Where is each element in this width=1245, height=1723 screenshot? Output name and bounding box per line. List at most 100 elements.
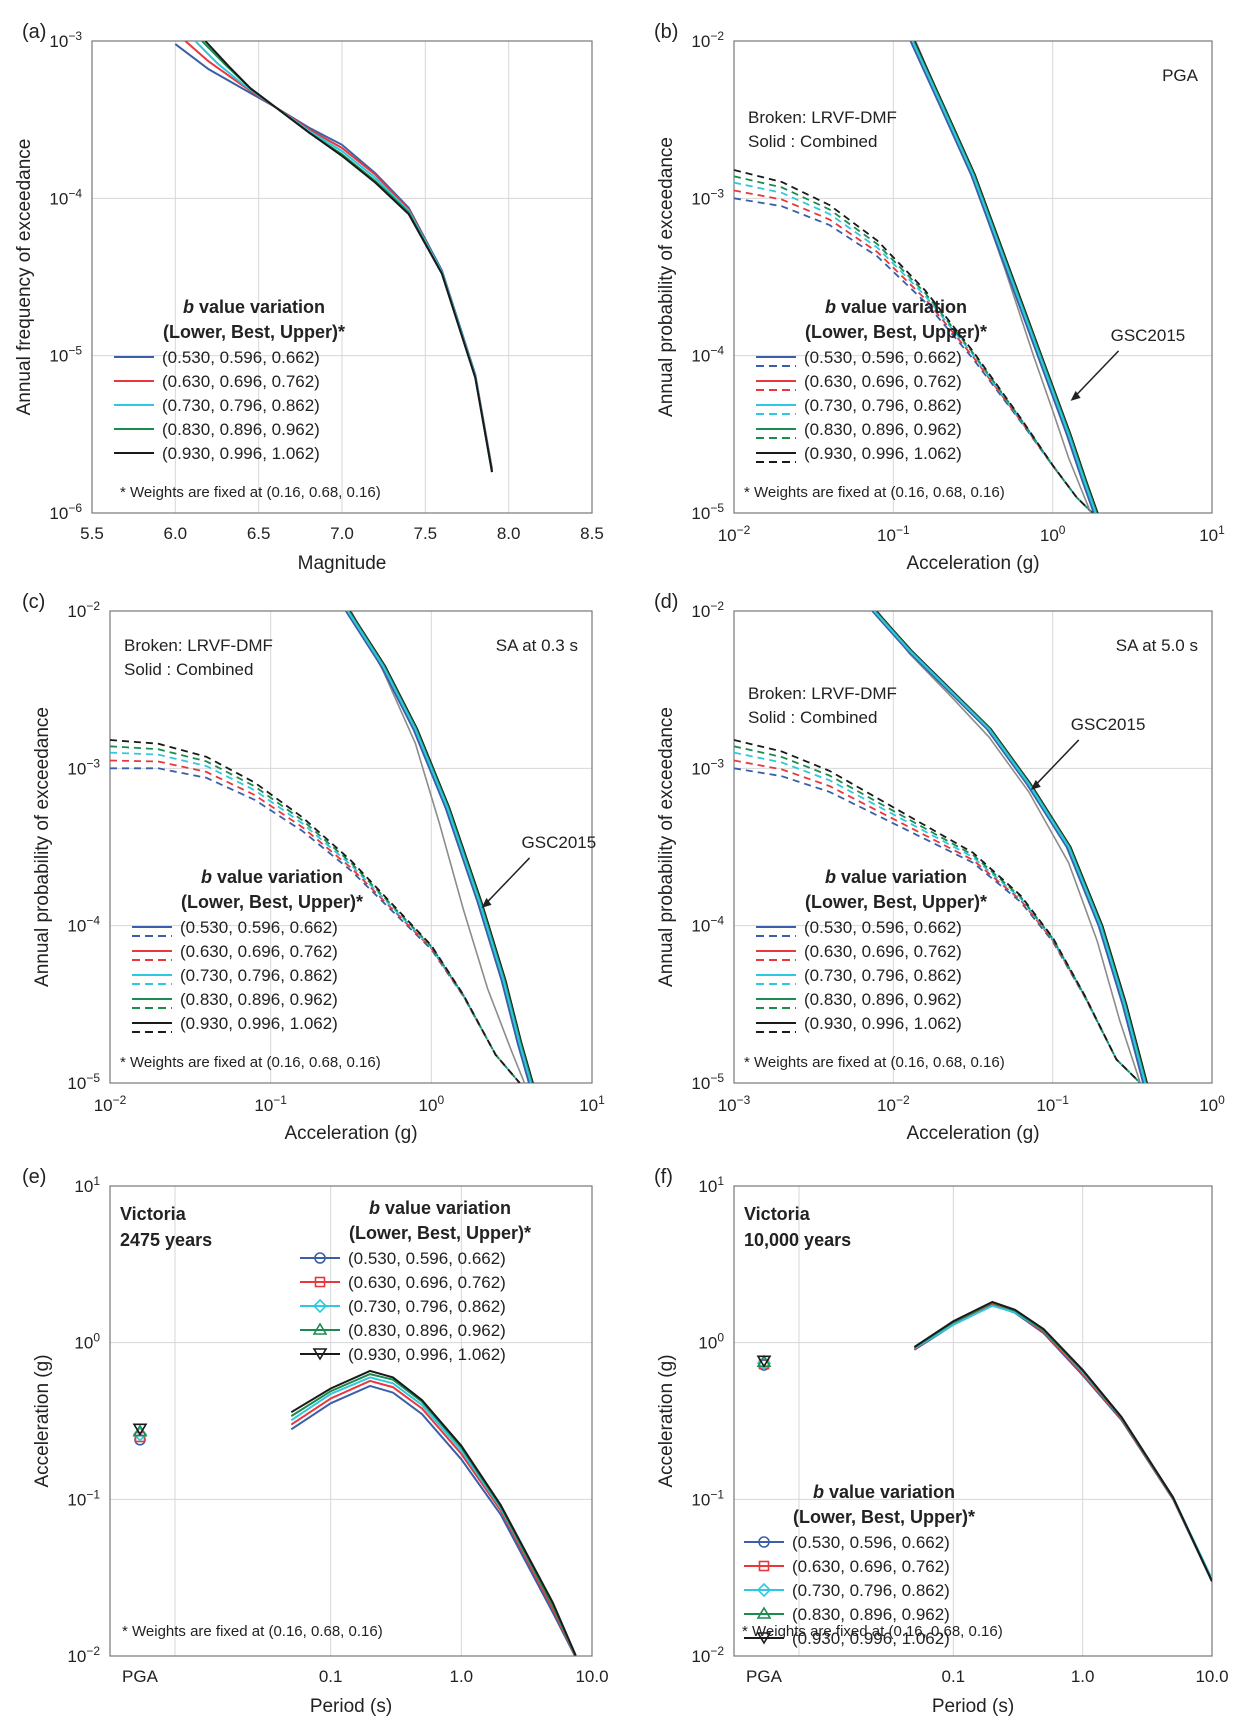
plot-area bbox=[734, 611, 1148, 1083]
x-tick-label: PGA bbox=[122, 1667, 159, 1686]
gsc2015-arrowhead bbox=[1030, 779, 1041, 790]
legend-marker-1 bbox=[758, 1536, 770, 1548]
legend-label-5: (0.930, 0.996, 1.062) bbox=[804, 444, 962, 463]
y-tick-label: 10−2 bbox=[691, 29, 724, 51]
x-axis-label: Magnitude bbox=[298, 553, 387, 574]
legend-label-4: (0.830, 0.896, 0.962) bbox=[162, 420, 320, 439]
plot-area bbox=[110, 611, 534, 1083]
y-tick-label: 101 bbox=[698, 1174, 724, 1196]
legend-title: b value variation bbox=[369, 1198, 511, 1218]
dashed-series-4 bbox=[734, 175, 1094, 513]
legend-label-2: (0.630, 0.696, 0.762) bbox=[180, 942, 338, 961]
dashed-series-5 bbox=[734, 169, 1094, 513]
legend-title: b value variation bbox=[825, 867, 967, 887]
y-tick-label: 100 bbox=[74, 1331, 100, 1353]
dashed-series-5 bbox=[110, 739, 521, 1083]
legend-title: b value variation bbox=[813, 1482, 955, 1502]
x-axis-label: Acceleration (g) bbox=[906, 553, 1039, 574]
legend-label-4: (0.830, 0.896, 0.962) bbox=[792, 1605, 950, 1624]
series-line-1 bbox=[913, 1303, 1212, 1582]
dashed-series-5 bbox=[734, 739, 1141, 1083]
y-tick-label: 10−5 bbox=[67, 1071, 100, 1093]
legend-label-4: (0.830, 0.896, 0.962) bbox=[804, 990, 962, 1009]
x-tick-label: 8.0 bbox=[497, 524, 521, 543]
legend-label-2: (0.630, 0.696, 0.762) bbox=[162, 372, 320, 391]
x-tick-label: 10−1 bbox=[254, 1093, 287, 1115]
legend-label-2: (0.630, 0.696, 0.762) bbox=[348, 1273, 506, 1292]
x-tick-label: 100 bbox=[1040, 523, 1066, 545]
legend-marker-2 bbox=[314, 1276, 326, 1288]
x-tick-label: 8.5 bbox=[580, 524, 604, 543]
legend-marker-1 bbox=[314, 1252, 326, 1264]
x-tick-label: 100 bbox=[1199, 1093, 1225, 1115]
legend-label-3: (0.730, 0.796, 0.862) bbox=[162, 396, 320, 415]
y-axis-label: Acceleration (g) bbox=[656, 1354, 677, 1487]
x-tick-label: 7.0 bbox=[330, 524, 354, 543]
legend-label-3: (0.730, 0.796, 0.862) bbox=[348, 1297, 506, 1316]
legend-label-5: (0.930, 0.996, 1.062) bbox=[792, 1629, 950, 1648]
series-line-4 bbox=[290, 1373, 577, 1656]
return-period-label: 2475 years bbox=[120, 1230, 212, 1250]
x-tick-label: 10−3 bbox=[718, 1093, 751, 1115]
legend-marker-3 bbox=[312, 1298, 328, 1314]
weights-note: * Weights are fixed at (0.16, 0.68, 0.16… bbox=[742, 1623, 1003, 1640]
panel-e: (e) 10−2 10−1 100 101 PGA 0.1 1.0 10.0 Period (s)… bbox=[22, 1166, 609, 1717]
weights-note: * Weights are fixed at (0.16, 0.68, 0.16… bbox=[744, 484, 1005, 501]
gsc2015-line bbox=[876, 611, 1142, 1083]
site-label: Victoria bbox=[744, 1204, 811, 1224]
legend-marker-4 bbox=[312, 1322, 328, 1335]
y-tick-label: 10−4 bbox=[691, 344, 724, 366]
legend-marker-4 bbox=[756, 1606, 772, 1619]
y-tick-label: 10−3 bbox=[691, 756, 724, 778]
pga-marker-5 bbox=[756, 1355, 772, 1368]
solid-series-2 bbox=[345, 611, 531, 1083]
plot-frame bbox=[733, 40, 1213, 514]
x-tick-label: 10−2 bbox=[877, 1093, 910, 1115]
legend-label-1: (0.530, 0.596, 0.662) bbox=[804, 348, 962, 367]
y-tick-label: 100 bbox=[698, 1331, 724, 1353]
legend: b value variation (Lower, Best, Upper)* (0… bbox=[744, 1482, 975, 1648]
legend-title: b value variation bbox=[825, 297, 967, 317]
gsc2015-arrow bbox=[1072, 350, 1120, 400]
panel-label: (a) bbox=[22, 21, 46, 43]
weights-note: * Weights are fixed at (0.16, 0.68, 0.16… bbox=[122, 1623, 383, 1640]
panel-label: (e) bbox=[22, 1166, 46, 1188]
series-line-2 bbox=[913, 1302, 1212, 1582]
panel-label: (d) bbox=[654, 591, 678, 613]
corner-text: PGA bbox=[1162, 66, 1199, 85]
y-axis-label: Annual probability of exceedance bbox=[32, 707, 53, 987]
x-axis-label: Period (s) bbox=[310, 1696, 392, 1717]
broken-line-note: Broken: LRVF-DMF bbox=[748, 108, 897, 127]
broken-line-note: Broken: LRVF-DMF bbox=[748, 684, 897, 703]
plot-area bbox=[734, 41, 1099, 513]
panel-d: (d) 10−5 10−4 10−3 10−2 10−3 10−2 10−1 100 Accele… bbox=[654, 591, 1225, 1144]
y-tick-label: 10−1 bbox=[67, 1487, 100, 1509]
series-line-1 bbox=[290, 1384, 577, 1656]
solid-series-5 bbox=[348, 611, 534, 1083]
legend-label-4: (0.830, 0.896, 0.962) bbox=[348, 1321, 506, 1340]
legend-subtitle: (Lower, Best, Upper)* bbox=[163, 322, 345, 342]
legend-label-2: (0.630, 0.696, 0.762) bbox=[804, 372, 962, 391]
solid-series-2 bbox=[910, 41, 1096, 513]
y-tick-label: 10−5 bbox=[691, 501, 724, 523]
gsc2015-label: GSC2015 bbox=[1111, 326, 1186, 345]
panel-f: (f) 10−2 10−1 100 101 PGA 0.1 1.0 10.0 Period (s)… bbox=[654, 1166, 1229, 1717]
series-line-5 bbox=[204, 41, 493, 473]
gsc2015-line bbox=[350, 611, 526, 1083]
x-tick-label: 7.5 bbox=[414, 524, 438, 543]
legend-title: b value variation bbox=[183, 297, 325, 317]
legend-label-3: (0.730, 0.796, 0.862) bbox=[792, 1581, 950, 1600]
plot-frame bbox=[733, 610, 1213, 1084]
gsc2015-arrow bbox=[1032, 739, 1080, 789]
legend-label-5: (0.930, 0.996, 1.062) bbox=[348, 1345, 506, 1364]
solid-series-1 bbox=[871, 611, 1145, 1083]
return-period-label: 10,000 years bbox=[744, 1230, 851, 1250]
solid-line-note: Solid : Combined bbox=[748, 132, 877, 151]
y-axis-label: Annual frequency of exceedance bbox=[14, 139, 35, 416]
x-tick-label: 0.1 bbox=[319, 1667, 343, 1686]
x-tick-label: 10−1 bbox=[1036, 1093, 1069, 1115]
corner-text: SA at 5.0 s bbox=[1116, 636, 1198, 655]
legend-marker-5 bbox=[756, 1632, 772, 1645]
solid-series-5 bbox=[875, 611, 1148, 1083]
solid-series-4 bbox=[874, 611, 1147, 1083]
